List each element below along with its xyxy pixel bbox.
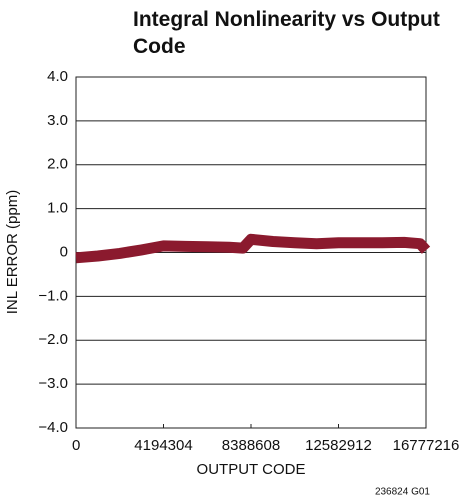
x-tick-label: 4194304 — [134, 437, 192, 454]
x-tick-label: 0 — [72, 437, 80, 454]
y-tick-label: −4.0 — [38, 419, 68, 436]
y-tick-label: −1.0 — [38, 287, 68, 304]
x-tick-label: 8388608 — [222, 437, 280, 454]
x-tick-label: 16777216 — [393, 437, 460, 454]
y-tick-label: 0 — [60, 243, 68, 260]
y-tick-label: −2.0 — [38, 331, 68, 348]
y-tick-label: 4.0 — [47, 68, 68, 85]
chart-title-line1: Integral Nonlinearity vs Output Code — [133, 8, 440, 58]
y-tick-label: −3.0 — [38, 375, 68, 392]
x-tick-label: 12582912 — [305, 437, 372, 454]
x-axis-label: OUTPUT CODE — [197, 461, 306, 478]
y-tick-label: 2.0 — [47, 156, 68, 173]
y-axis-label: INL ERROR (ppm) — [4, 190, 21, 314]
footnote: 236824 G01 — [375, 487, 430, 498]
inl-band — [75, 233, 431, 264]
y-tick-label: 3.0 — [47, 112, 68, 129]
y-tick-label: 1.0 — [47, 200, 68, 217]
